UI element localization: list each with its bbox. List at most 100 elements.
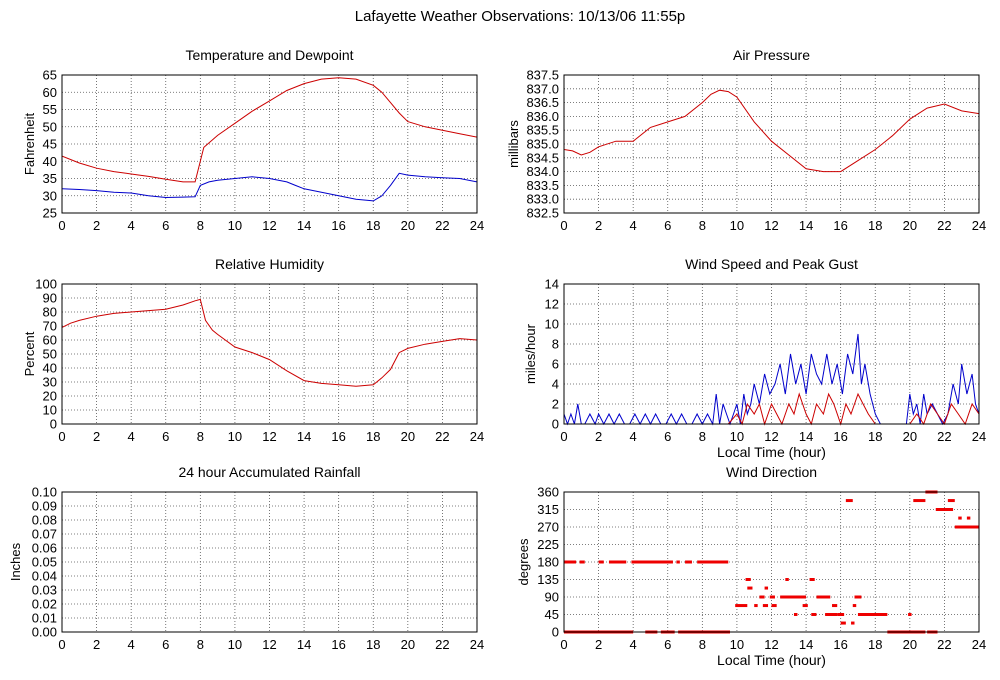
chart-6-xtick-label: 10	[730, 637, 744, 652]
chart-3-ylabel: Percent	[22, 331, 37, 376]
chart-3-ytick-label: 50	[43, 347, 57, 362]
chart-1-ytick-label: 40	[43, 154, 57, 169]
chart-1-ytick-label: 35	[43, 171, 57, 186]
chart-1-series-1-line	[62, 77, 477, 183]
chart-6-xtick-label: 20	[903, 637, 917, 652]
chart-2-xtick-label: 20	[903, 218, 917, 233]
chart-3-xtick-label: 24	[470, 429, 484, 444]
chart-2-ytick-label: 835.0	[526, 137, 559, 152]
chart-1-xtick-label: 16	[331, 218, 345, 233]
chart-6-xtick-label: 8	[699, 637, 706, 652]
chart-1-xtick-label: 10	[228, 218, 242, 233]
chart-6-ytick-label: 45	[545, 607, 559, 622]
chart-2-ytick-label: 836.5	[526, 95, 559, 110]
chart-1-xtick-label: 14	[297, 218, 311, 233]
chart-4-xtick-label: 6	[664, 429, 671, 444]
chart-1-ytick-label: 30	[43, 188, 57, 203]
chart-4-frame	[563, 283, 980, 425]
chart-2-frame	[563, 74, 980, 214]
chart-4-ytick-label: 14	[545, 277, 559, 292]
chart-3-ytick-label: 40	[43, 361, 57, 376]
chart-6-frame	[563, 491, 980, 633]
chart-3-xtick-label: 8	[197, 429, 204, 444]
chart-6-xtick-label: 22	[937, 637, 951, 652]
chart-1-xtick-label: 2	[93, 218, 100, 233]
chart-2-xtick-label: 4	[630, 218, 637, 233]
chart-4-xlabel: Local Time (hour)	[717, 444, 826, 460]
chart-3-ytick-label: 60	[43, 333, 57, 348]
chart-2-ytick-label: 834.0	[526, 164, 559, 179]
chart-1-ytick-label: 50	[43, 119, 57, 134]
chart-3-xtick-label: 22	[435, 429, 449, 444]
chart-1-frame	[61, 74, 478, 214]
chart-4-xtick-label: 18	[868, 429, 882, 444]
chart-3-ytick-label: 20	[43, 389, 57, 404]
chart-4-ytick-label: 4	[552, 377, 559, 392]
chart-5-frame	[61, 491, 478, 633]
chart-5-xtick-label: 24	[470, 637, 484, 652]
chart-2-xtick-label: 10	[730, 218, 744, 233]
chart-2-ytick-label: 837.5	[526, 68, 559, 83]
chart-5-xtick-label: 10	[228, 637, 242, 652]
chart-3-xtick-label: 10	[228, 429, 242, 444]
chart-1-ytick-label: 25	[43, 206, 57, 221]
chart-1-series-2-line	[62, 172, 477, 202]
chart-3-ytick-label: 0	[50, 417, 57, 432]
chart-4-xtick-label: 10	[730, 429, 744, 444]
chart-3-ytick-label: 100	[35, 277, 57, 292]
chart-1-ytick-label: 60	[43, 85, 57, 100]
chart-4-xtick-label: 24	[972, 429, 986, 444]
chart-5-ylabel: Inches	[8, 542, 23, 581]
chart-1-ytick-label: 45	[43, 137, 57, 152]
chart-1-ytick-label: 65	[43, 68, 57, 83]
chart-5-ytick-label: 0.09	[32, 499, 57, 514]
chart-2-ytick-label: 833.0	[526, 192, 559, 207]
chart-5-ytick-label: 0.06	[32, 541, 57, 556]
chart-2-ylabel: millibars	[506, 120, 521, 168]
chart-1-xtick-label: 0	[58, 218, 65, 233]
chart-2-ytick-label: 835.5	[526, 123, 559, 138]
chart-6-xtick-label: 18	[868, 637, 882, 652]
chart-2-ytick-label: 833.5	[526, 178, 559, 193]
chart-4-ytick-label: 8	[552, 337, 559, 352]
chart-6-ytick-label: 135	[537, 572, 559, 587]
chart-6-xtick-label: 2	[595, 637, 602, 652]
chart-4-xtick-label: 12	[764, 429, 778, 444]
chart-5-xtick-label: 22	[435, 637, 449, 652]
chart-2-xtick-label: 0	[560, 218, 567, 233]
chart-3-frame	[61, 283, 478, 425]
chart-3-ytick-label: 10	[43, 403, 57, 418]
page-title: Lafayette Weather Observations: 10/13/06…	[354, 8, 686, 25]
chart-6-xtick-label: 4	[630, 637, 637, 652]
chart-3-xtick-label: 20	[401, 429, 415, 444]
chart-5-xtick-label: 0	[58, 637, 65, 652]
chart-6-xtick-label: 24	[972, 637, 986, 652]
chart-6-ytick-label: 180	[537, 555, 559, 570]
chart-4-ylabel: miles/hour	[523, 323, 538, 384]
chart-5-ytick-label: 0.07	[32, 527, 57, 542]
chart-5-xtick-label: 4	[128, 637, 135, 652]
chart-4-xtick-label: 2	[595, 429, 602, 444]
chart-1-xtick-label: 8	[197, 218, 204, 233]
chart-5-xtick-label: 8	[197, 637, 204, 652]
chart-4-series-2-line	[564, 392, 979, 426]
chart-1-xtick-label: 12	[262, 218, 276, 233]
chart-6-xtick-label: 14	[799, 637, 813, 652]
chart-6-ytick-label: 0	[552, 625, 559, 640]
chart-1-xtick-label: 20	[401, 218, 415, 233]
chart-6-xtick-label: 0	[560, 637, 567, 652]
chart-1-xtick-label: 22	[435, 218, 449, 233]
chart-2-xtick-label: 6	[664, 218, 671, 233]
chart-6-ytick-label: 270	[537, 520, 559, 535]
chart-5-xtick-label: 20	[401, 637, 415, 652]
chart-6-ytick-label: 315	[537, 502, 559, 517]
chart-3-xtick-label: 14	[297, 429, 311, 444]
chart-6-ytick-label: 90	[545, 590, 559, 605]
chart-3-title: Relative Humidity	[215, 256, 324, 272]
chart-5-xtick-label: 18	[366, 637, 380, 652]
chart-1-xtick-label: 4	[128, 218, 135, 233]
chart-4-ytick-label: 6	[552, 357, 559, 372]
chart-3-xtick-label: 12	[262, 429, 276, 444]
